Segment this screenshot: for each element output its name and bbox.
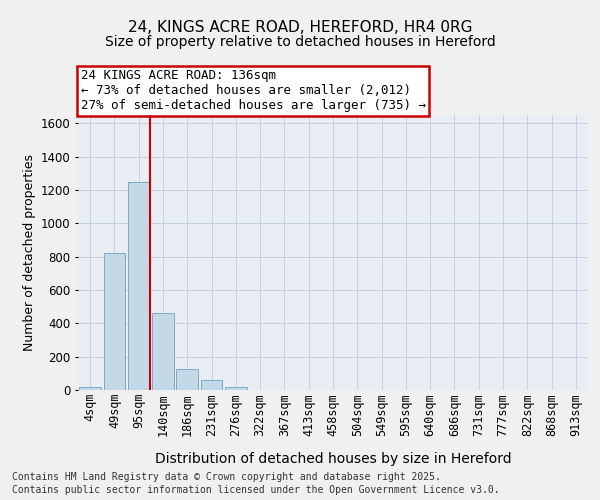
- Bar: [128, 182, 149, 390]
- Text: 24 KINGS ACRE ROAD: 136sqm
← 73% of detached houses are smaller (2,012)
27% of s: 24 KINGS ACRE ROAD: 136sqm ← 73% of deta…: [80, 69, 425, 112]
- Bar: [176, 369, 198, 390]
- Bar: [225, 386, 247, 390]
- Bar: [200, 380, 223, 390]
- Text: Size of property relative to detached houses in Hereford: Size of property relative to detached ho…: [104, 35, 496, 49]
- Text: Contains public sector information licensed under the Open Government Licence v3: Contains public sector information licen…: [12, 485, 500, 495]
- Text: 24, KINGS ACRE ROAD, HEREFORD, HR4 0RG: 24, KINGS ACRE ROAD, HEREFORD, HR4 0RG: [128, 20, 472, 35]
- Text: Distribution of detached houses by size in Hereford: Distribution of detached houses by size …: [155, 452, 511, 466]
- Bar: [79, 386, 101, 390]
- Bar: [104, 254, 125, 390]
- Text: Contains HM Land Registry data © Crown copyright and database right 2025.: Contains HM Land Registry data © Crown c…: [12, 472, 441, 482]
- Y-axis label: Number of detached properties: Number of detached properties: [23, 154, 37, 351]
- Bar: [152, 314, 174, 390]
